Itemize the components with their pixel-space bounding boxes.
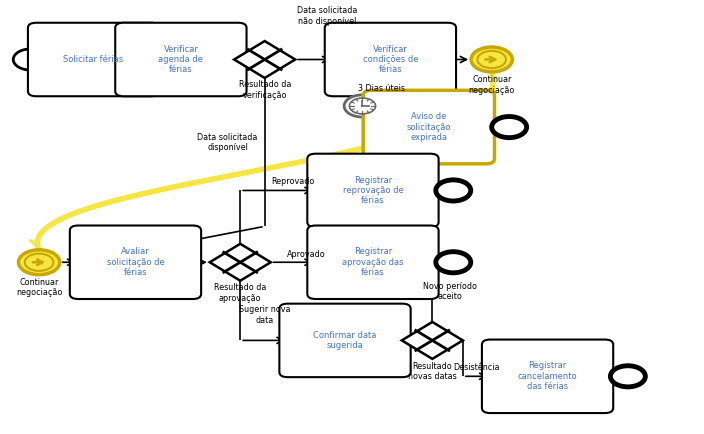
- Text: Continuar
negociação: Continuar negociação: [16, 278, 62, 297]
- FancyBboxPatch shape: [482, 339, 613, 413]
- Polygon shape: [210, 244, 271, 281]
- Text: Registrar
aprovação das
férias: Registrar aprovação das férias: [342, 247, 403, 277]
- Text: Avaliar
solicitação de
férias: Avaliar solicitação de férias: [106, 247, 164, 277]
- FancyBboxPatch shape: [308, 154, 439, 227]
- Text: Registrar
cancelamento
das férias: Registrar cancelamento das férias: [517, 362, 577, 391]
- Text: Data solicitada
não disponível: Data solicitada não disponível: [297, 7, 358, 26]
- Circle shape: [610, 366, 646, 387]
- FancyBboxPatch shape: [308, 226, 439, 299]
- Circle shape: [349, 98, 375, 114]
- FancyBboxPatch shape: [325, 23, 456, 96]
- FancyBboxPatch shape: [28, 23, 159, 96]
- Circle shape: [13, 49, 48, 70]
- Circle shape: [477, 51, 506, 68]
- Text: Resultado da
verificação: Resultado da verificação: [239, 80, 291, 100]
- FancyBboxPatch shape: [279, 304, 410, 377]
- Text: Solicitar férias: Solicitar férias: [63, 55, 124, 64]
- Text: 3 Dias úteis: 3 Dias úteis: [358, 84, 406, 93]
- FancyBboxPatch shape: [70, 226, 201, 299]
- Text: Continuar
negociação: Continuar negociação: [468, 76, 515, 95]
- Text: Sugerir nova
data: Sugerir nova data: [239, 305, 291, 325]
- Text: Desistência: Desistência: [453, 362, 500, 372]
- Text: Data solicitada
disponível: Data solicitada disponível: [197, 133, 258, 152]
- Polygon shape: [234, 41, 295, 78]
- Text: Verificar
agenda de
férias: Verificar agenda de férias: [158, 45, 203, 74]
- Circle shape: [436, 252, 471, 273]
- Circle shape: [471, 47, 513, 72]
- Text: Aviso de
solicitação
expirada: Aviso de solicitação expirada: [407, 112, 451, 142]
- Polygon shape: [402, 322, 463, 359]
- Circle shape: [25, 253, 54, 271]
- Text: Registrar
reprovação de
férias: Registrar reprovação de férias: [343, 175, 403, 205]
- Text: Confirmar data
sugerida: Confirmar data sugerida: [313, 331, 377, 350]
- Text: Resultado
novas datas: Resultado novas datas: [408, 362, 457, 381]
- Circle shape: [436, 180, 471, 201]
- Circle shape: [344, 95, 381, 117]
- FancyBboxPatch shape: [363, 90, 494, 164]
- Text: Aprovado: Aprovado: [287, 250, 326, 259]
- Text: Resultado da
aprovação: Resultado da aprovação: [214, 283, 266, 302]
- Text: Reprovado: Reprovado: [271, 177, 314, 186]
- Text: Novo período
aceito: Novo período aceito: [423, 282, 477, 301]
- Text: Verificar
condições de
férias: Verificar condições de férias: [363, 45, 418, 74]
- FancyBboxPatch shape: [115, 23, 246, 96]
- Circle shape: [18, 250, 60, 275]
- Circle shape: [491, 116, 527, 138]
